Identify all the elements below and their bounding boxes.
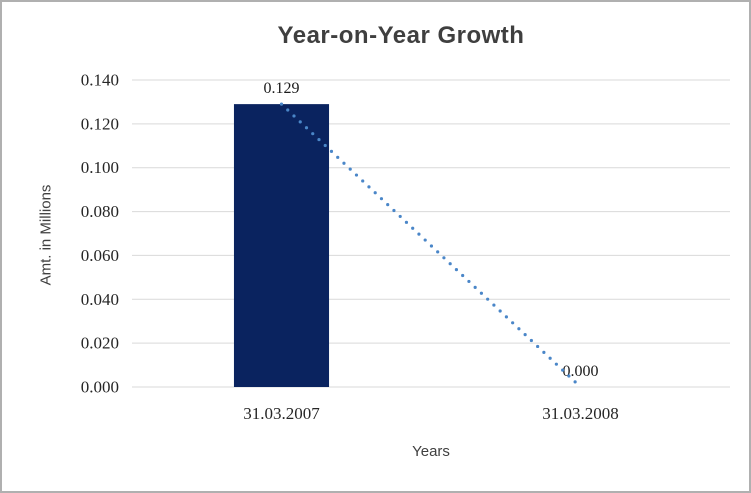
data-label: 0.129 — [264, 80, 300, 97]
y-tick-label: 0.040 — [81, 290, 119, 309]
x-axis-title: Years — [412, 443, 450, 460]
y-tick-label: 0.020 — [81, 334, 119, 353]
chart-title: Year-on-Year Growth — [277, 22, 525, 49]
y-tick-label: 0.080 — [81, 202, 119, 221]
x-category-label: 31.03.2008 — [542, 404, 619, 423]
x-category-label: 31.03.2007 — [243, 404, 320, 423]
bar — [233, 104, 330, 387]
y-tick-label: 0.140 — [81, 71, 119, 90]
y-tick-label: 0.100 — [81, 158, 119, 177]
y-tick-label: 0.000 — [81, 378, 119, 397]
y-tick-label: 0.120 — [81, 114, 119, 133]
data-label: 0.000 — [563, 363, 599, 380]
trend-line — [279, 102, 583, 389]
y-tick-label: 0.060 — [81, 246, 119, 265]
